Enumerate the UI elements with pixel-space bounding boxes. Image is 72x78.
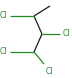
Text: Cl: Cl bbox=[63, 29, 70, 39]
Text: Cl: Cl bbox=[0, 11, 7, 21]
Text: Cl: Cl bbox=[46, 67, 53, 76]
Text: Cl: Cl bbox=[0, 48, 7, 56]
